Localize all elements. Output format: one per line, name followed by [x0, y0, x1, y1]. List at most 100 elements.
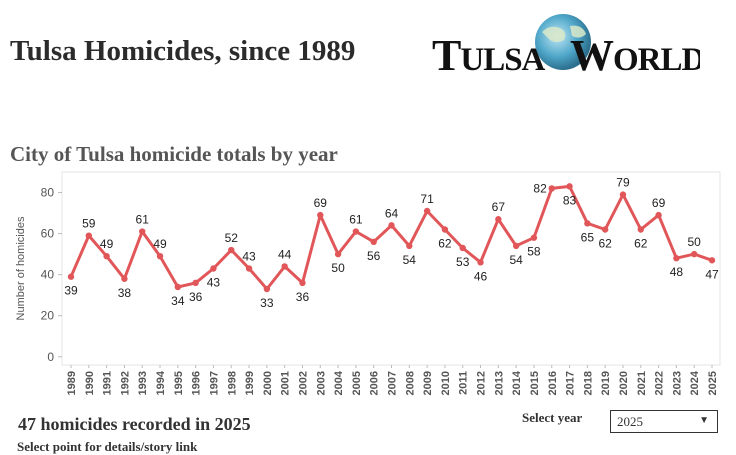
data-label: 64 [385, 206, 399, 220]
x-tick-label: 2017 [565, 371, 577, 395]
data-point[interactable] [423, 207, 431, 215]
y-tick-label: 80 [41, 186, 55, 200]
data-point[interactable] [690, 250, 698, 258]
data-point[interactable] [601, 226, 609, 233]
data-point[interactable] [459, 244, 466, 252]
data-point[interactable] [121, 275, 128, 282]
x-tick-label: 1998 [226, 371, 238, 395]
data-point[interactable] [334, 250, 342, 258]
data-label: 36 [296, 290, 310, 304]
x-tick-label: 2014 [511, 370, 523, 395]
data-point[interactable] [156, 252, 164, 260]
x-tick-label: 1991 [102, 371, 114, 395]
data-label: 71 [420, 192, 434, 206]
x-tick-label: 2022 [654, 371, 666, 395]
data-label: 62 [634, 236, 648, 250]
x-tick-label: 2023 [671, 371, 683, 395]
data-point[interactable] [619, 191, 627, 198]
data-point[interactable] [174, 283, 182, 291]
x-tick-label: 2000 [262, 371, 274, 395]
data-label: 65 [581, 230, 595, 244]
data-label: 36 [189, 290, 203, 304]
data-point[interactable] [245, 265, 253, 272]
x-tick-label: 2005 [351, 371, 363, 395]
data-point[interactable] [85, 232, 93, 239]
data-point[interactable] [228, 246, 235, 254]
data-point[interactable] [139, 228, 146, 235]
x-tick-label: 2024 [689, 370, 701, 395]
year-select-value: 2025 [617, 414, 643, 429]
series-line [69, 184, 713, 291]
data-point[interactable] [370, 238, 377, 246]
homicide-line-chart[interactable]: 0 20 40 60 80 Number of homicides 1989 1990 1991… [0, 168, 736, 398]
data-point[interactable] [477, 259, 484, 266]
x-tick-label: 2025 [707, 371, 719, 395]
data-point[interactable] [388, 222, 395, 229]
x-tick-label: 2003 [315, 371, 327, 395]
data-point[interactable] [673, 255, 680, 262]
data-label: 39 [64, 284, 78, 298]
data-point[interactable] [655, 211, 662, 219]
select-year-label: Select year [522, 410, 583, 425]
summary-text: 47 homicides recorded in 2025 [18, 414, 251, 434]
y-tick-label: 0 [47, 350, 54, 364]
data-point[interactable] [548, 185, 555, 192]
data-point[interactable] [512, 242, 520, 250]
data-point[interactable] [192, 279, 199, 287]
year-select-dropdown[interactable]: 2025 ▼ [610, 410, 718, 433]
x-tick-label: 2009 [422, 371, 434, 395]
x-tick-label: 1997 [208, 371, 220, 395]
x-tick-label: 2016 [547, 371, 559, 395]
data-point[interactable] [210, 265, 217, 272]
data-label: 69 [652, 196, 666, 210]
data-point[interactable] [441, 226, 449, 233]
x-tick-label: 2010 [440, 371, 452, 395]
data-point[interactable] [637, 226, 644, 233]
x-tick-label: 1990 [84, 371, 96, 395]
data-label: 33 [260, 296, 274, 310]
y-tick-label: 40 [41, 268, 55, 282]
svg-text:WORLD: WORLD [570, 31, 700, 80]
data-point[interactable] [317, 211, 324, 219]
x-tick-label: 2011 [458, 371, 470, 395]
data-point[interactable] [352, 228, 360, 235]
data-label: 47 [705, 267, 719, 281]
x-tick-label: 2008 [404, 371, 416, 395]
y-tick-label: 20 [41, 309, 55, 323]
data-label: 62 [438, 236, 452, 250]
x-tick-label: 2013 [493, 371, 505, 395]
x-tick-label: 2018 [582, 371, 594, 395]
data-point[interactable] [495, 216, 502, 223]
data-point[interactable] [263, 285, 271, 293]
data-label: 52 [225, 231, 239, 245]
x-tick-label: 1999 [244, 371, 256, 395]
data-label: 34 [171, 294, 185, 308]
data-label: 44 [278, 247, 292, 261]
hint-text: Select point for details/story link [17, 439, 198, 454]
data-label: 61 [349, 213, 363, 227]
data-label: 79 [616, 176, 630, 190]
data-label: 83 [563, 193, 577, 207]
data-label: 43 [242, 250, 256, 264]
x-tick-label: 2021 [636, 371, 648, 395]
data-label: 49 [100, 237, 114, 251]
data-point[interactable] [281, 263, 288, 270]
x-tick-label: 1996 [191, 371, 203, 395]
data-point[interactable] [103, 252, 110, 260]
x-tick-label: 1993 [137, 371, 149, 395]
data-label: 43 [207, 276, 221, 290]
data-point[interactable] [584, 220, 591, 227]
x-tick-label: 1994 [155, 370, 167, 395]
data-point[interactable] [530, 234, 538, 241]
data-label: 67 [492, 200, 506, 214]
data-label: 49 [153, 237, 167, 251]
data-point[interactable] [299, 279, 306, 287]
data-point[interactable] [708, 257, 716, 264]
data-point[interactable] [406, 242, 413, 250]
y-tick-label: 60 [41, 227, 55, 241]
data-point[interactable] [67, 273, 75, 280]
x-tick-label: 2019 [600, 371, 612, 395]
data-point[interactable] [566, 183, 573, 190]
x-tick-label: 2015 [529, 371, 541, 395]
x-tick-label: 2004 [333, 370, 345, 395]
